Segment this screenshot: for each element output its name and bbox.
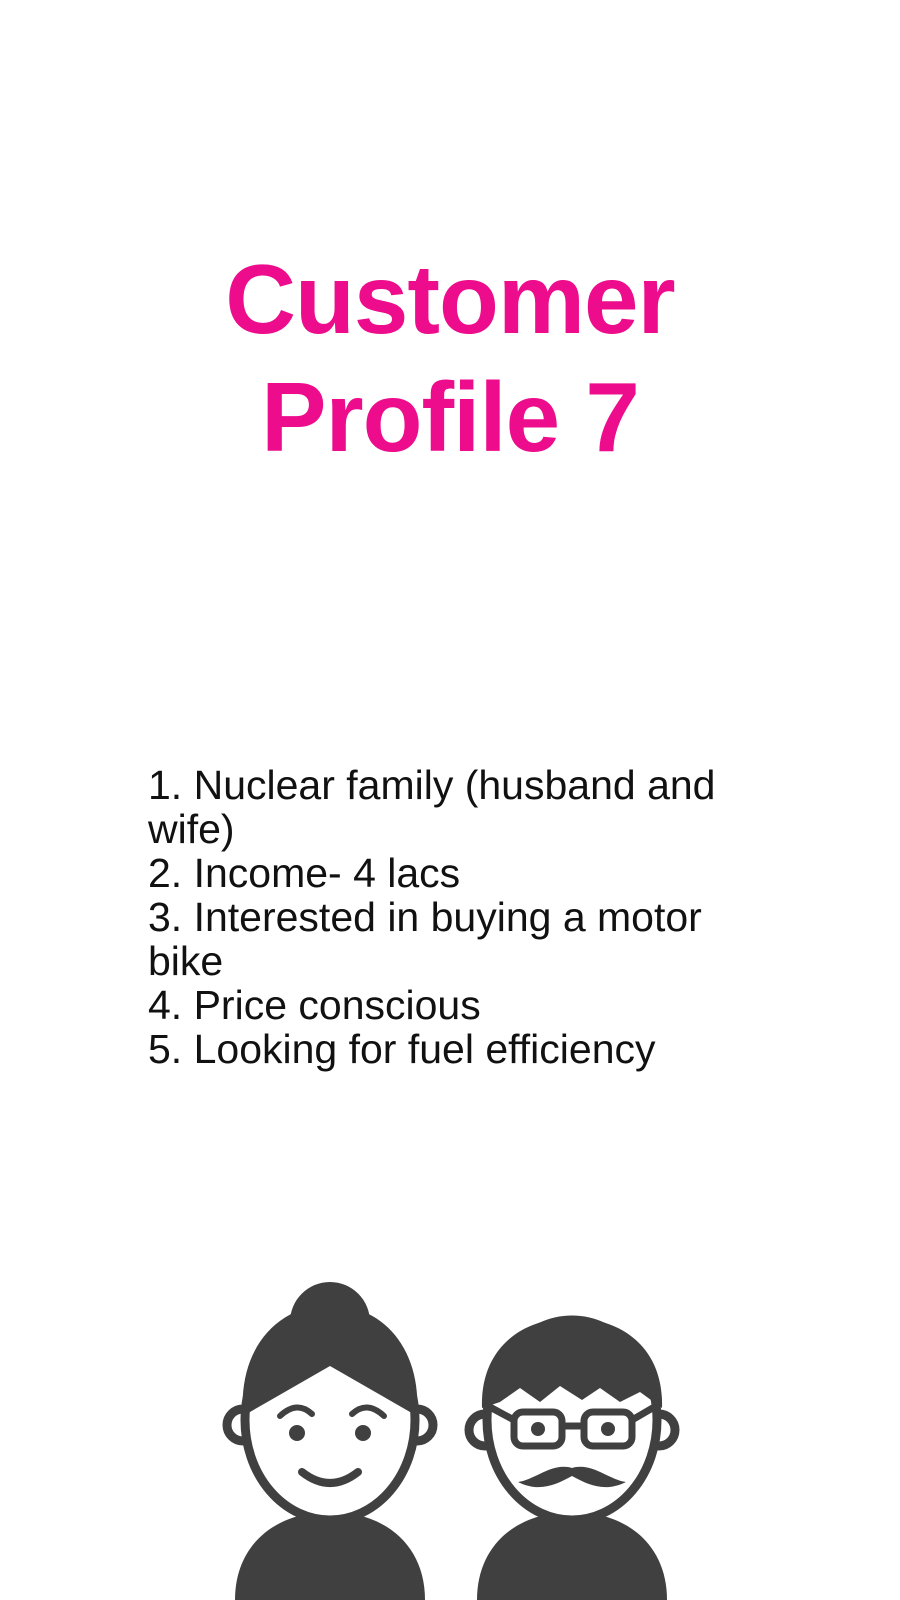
man-icon — [464, 1315, 680, 1600]
list-item: 3. Interested in buying a motor bike — [148, 894, 702, 984]
list-item: 4. Price conscious — [148, 982, 481, 1028]
list-item: 5. Looking for fuel efficiency — [148, 1026, 656, 1072]
couple-illustration — [222, 1282, 680, 1600]
list-item: 2. Income- 4 lacs — [148, 850, 461, 896]
title-line-2: Profile 7 — [261, 362, 640, 472]
page-title: Customer Profile 7 — [0, 240, 900, 476]
woman-icon — [222, 1282, 438, 1600]
title-line-1: Customer — [225, 244, 675, 354]
list-item: 1. Nuclear family (husband and wife) — [148, 762, 716, 852]
profile-details-list: 1. Nuclear family (husband and wife) 2. … — [148, 763, 748, 1071]
